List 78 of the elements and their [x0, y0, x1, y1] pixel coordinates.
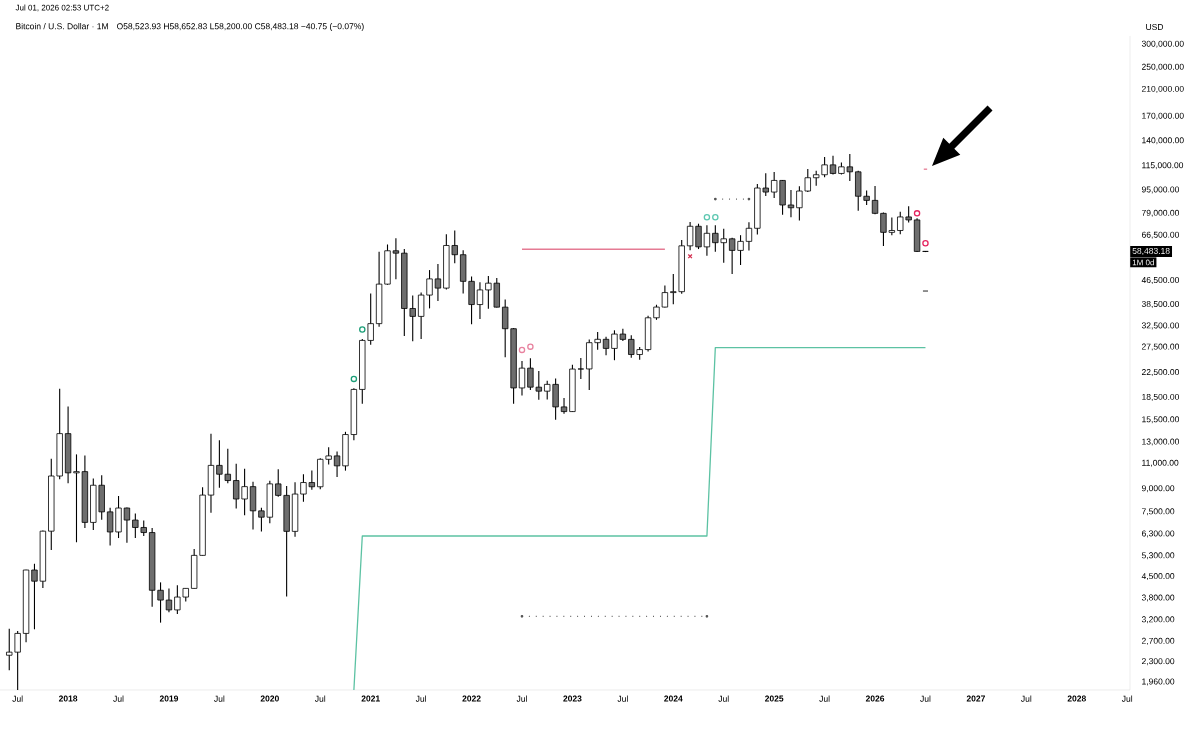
x-tick-label: 2018: [58, 695, 78, 702]
x-tick-label: 2020: [260, 695, 279, 702]
y-axis-title: USD: [1146, 23, 1164, 30]
x-tick-label: Jul: [718, 695, 729, 702]
x-tick-label: 2022: [462, 695, 481, 702]
y-tick-label: 140,000.00: [1142, 137, 1184, 145]
y-tick-label: 6,300.00: [1141, 530, 1175, 538]
x-tick-label: 2027: [966, 695, 985, 702]
x-tick-label: Jul: [920, 695, 931, 702]
text: 58,483.18: [1132, 247, 1170, 255]
y-tick-label: 46,500.00: [1141, 277, 1180, 285]
x-tick-label: Jul: [516, 695, 527, 702]
candlestick: [829, 155, 837, 176]
candlestick: [518, 360, 526, 397]
candlestick: [871, 185, 879, 215]
point: [922, 239, 929, 247]
y-tick-label: 1,960.00: [1142, 678, 1175, 686]
x-tick-label: Jul: [819, 695, 830, 702]
y-tick-label: 300,000.00: [1141, 40, 1184, 48]
y-tick-label: 3,800.00: [1141, 594, 1175, 602]
y-tick-label: 66,500.00: [1141, 231, 1180, 239]
text: 1M 0d: [1132, 259, 1154, 266]
point: [687, 253, 693, 259]
y-tick-label: 7,500.00: [1141, 508, 1175, 516]
point: [518, 346, 526, 354]
y-tick-label: 22,500.00: [1141, 369, 1180, 377]
chart-title: Bitcoin / U.S. Dollar · 1M: [16, 23, 108, 30]
candlestick: [602, 336, 610, 356]
point: [359, 326, 366, 333]
y-tick-label: 18,500.00: [1142, 393, 1180, 401]
candlestick: [787, 189, 795, 218]
x-tick-label: Jul: [415, 695, 426, 702]
candlestick: [434, 263, 442, 302]
x-tick-label: Jul: [214, 695, 225, 702]
y-tick-label: 5,300.00: [1141, 552, 1175, 560]
y-tick-label: 4,500.00: [1141, 573, 1175, 581]
y-tick-label: 79,000.00: [1141, 209, 1180, 217]
y-tick-label: 2,300.00: [1141, 658, 1175, 666]
candlestick: [333, 450, 341, 478]
y-tick-label: 95,000.00: [1141, 186, 1180, 194]
y-tick-label: 13,000.00: [1142, 438, 1180, 446]
candlestick: [745, 221, 753, 252]
x-tick-label: 2028: [1067, 695, 1086, 702]
candlestick: [476, 281, 484, 320]
x-tick-label: 2023: [563, 695, 582, 702]
y-tick-label: 210,000.00: [1141, 85, 1184, 93]
point: [703, 214, 711, 221]
candlestick: [165, 587, 173, 613]
x-tick-label: 2024: [664, 695, 683, 702]
x-tick-label: 2026: [865, 695, 885, 702]
x-tick-label: Jul: [314, 695, 326, 702]
point: [712, 214, 719, 221]
y-tick-label: 27,500.00: [1141, 343, 1180, 351]
point: [913, 210, 921, 217]
y-tick-label: 3,200.00: [1141, 616, 1175, 624]
x-tick-label: 2021: [361, 695, 380, 702]
point: [350, 375, 358, 383]
y-tick-label: 115,000.00: [1142, 162, 1184, 170]
x-tick-label: Jul: [617, 695, 628, 702]
x-tick-label: Jul: [1021, 695, 1032, 702]
text: Jul 01, 2026 02:53 UTC+2: [15, 4, 109, 12]
y-tick-label: 15,500.00: [1142, 416, 1180, 424]
candlestick: [560, 397, 568, 415]
y-tick-label: 170,000.00: [1142, 112, 1184, 120]
y-tick-label: 11,000.00: [1142, 459, 1179, 467]
x-tick-label: 2025: [765, 695, 784, 702]
x-tick-label: Jul: [1121, 695, 1133, 702]
y-tick-label: 9,000.00: [1141, 485, 1175, 493]
x-tick-label: Jul: [113, 695, 124, 702]
y-tick-label: 32,500.00: [1141, 322, 1180, 330]
x-tick-label: Jul: [12, 695, 23, 702]
y-tick-label: 250,000.00: [1141, 63, 1184, 71]
x-tick-label: 2019: [159, 695, 179, 702]
y-tick-label: 38,500.00: [1141, 300, 1180, 308]
chart-subtitle: O58,523.93 H58,652.83 L58,200.00 C58,483.18 −40.75 (−0.07%): [116, 23, 364, 31]
candlestick: [123, 506, 131, 544]
y-tick-label: 2,700.00: [1141, 637, 1175, 645]
point: [527, 343, 534, 350]
